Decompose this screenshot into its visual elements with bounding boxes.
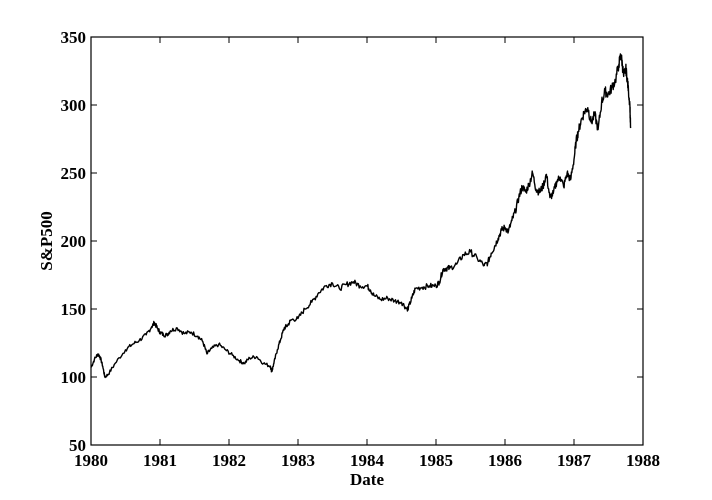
x-tick-label: 1984 bbox=[350, 451, 385, 470]
x-tick-label: 1988 bbox=[626, 451, 660, 470]
y-tick-label: 350 bbox=[61, 28, 87, 47]
x-tick-label: 1985 bbox=[419, 451, 453, 470]
x-tick-label: 1982 bbox=[212, 451, 246, 470]
x-tick-labels: 1980 1981 1982 1983 1984 1985 1986 1987 1988 bbox=[74, 451, 660, 470]
y-axis-label: S&P500 bbox=[37, 211, 56, 271]
y-tick-label: 200 bbox=[61, 232, 87, 251]
y-tick-label: 150 bbox=[61, 300, 87, 319]
y-tick-label: 250 bbox=[61, 164, 87, 183]
y-tick-label: 50 bbox=[69, 436, 86, 455]
y-tick-label: 100 bbox=[61, 368, 87, 387]
series-line bbox=[90, 53, 632, 379]
x-tick-label: 1986 bbox=[488, 451, 522, 470]
x-axis-label: Date bbox=[350, 470, 384, 489]
plot-frame bbox=[90, 36, 644, 446]
x-tick-label: 1980 bbox=[74, 451, 108, 470]
tick-marks bbox=[90, 36, 644, 446]
y-tick-label: 300 bbox=[61, 96, 87, 115]
x-tick-label: 1983 bbox=[281, 451, 315, 470]
x-tick-label: 1987 bbox=[557, 451, 592, 470]
y-tick-labels: 50 100 150 200 250 300 350 bbox=[61, 28, 87, 455]
x-tick-label: 1981 bbox=[143, 451, 177, 470]
